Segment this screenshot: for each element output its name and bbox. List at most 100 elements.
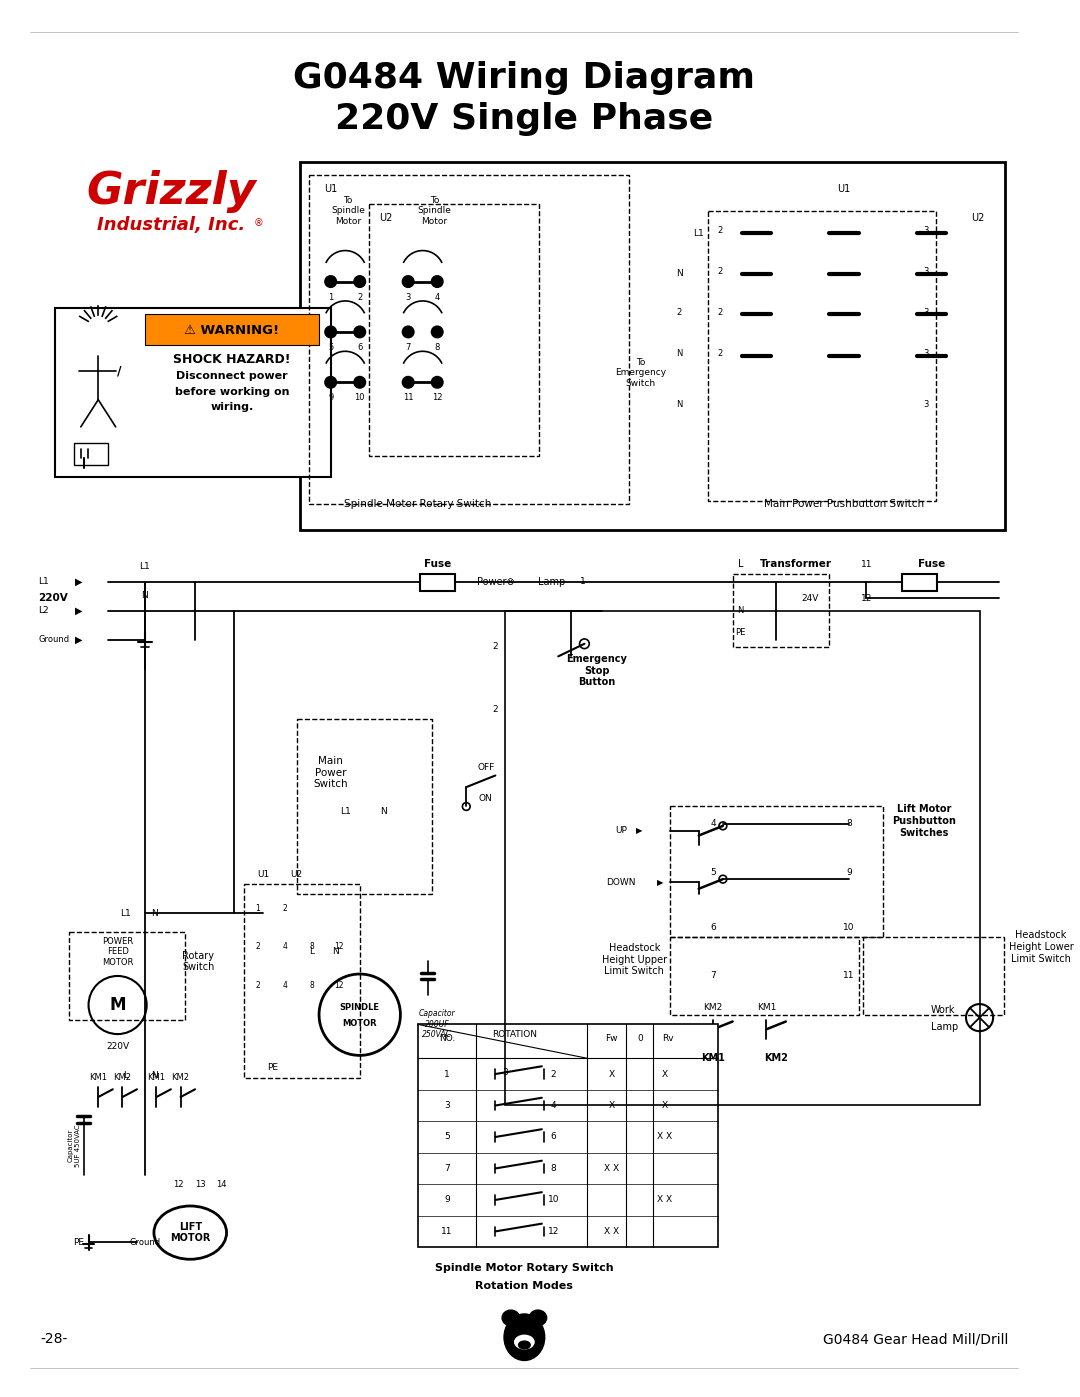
Text: L1: L1 — [139, 562, 150, 571]
Text: ▶: ▶ — [76, 606, 82, 616]
Text: Lamp: Lamp — [931, 1023, 958, 1032]
Text: 24V: 24V — [801, 594, 819, 602]
Text: Disconnect power: Disconnect power — [176, 372, 287, 381]
Text: N: N — [676, 349, 683, 358]
Text: 3: 3 — [502, 1069, 508, 1077]
Text: 14: 14 — [216, 1179, 227, 1189]
Text: -28-: -28- — [40, 1333, 68, 1347]
Text: SHOCK HAZARD!: SHOCK HAZARD! — [173, 352, 291, 366]
Text: KM2: KM2 — [765, 1053, 788, 1063]
Text: 6: 6 — [551, 1133, 556, 1141]
Text: M: M — [109, 996, 126, 1014]
Text: ⚠ WARNING!: ⚠ WARNING! — [185, 324, 280, 337]
Text: 10: 10 — [843, 923, 854, 932]
Circle shape — [403, 275, 414, 288]
Ellipse shape — [504, 1315, 544, 1361]
Text: 9: 9 — [846, 868, 852, 877]
Bar — [243, 884, 360, 1077]
Text: 1: 1 — [444, 1070, 449, 1078]
Text: 10: 10 — [354, 394, 365, 402]
Text: KM2: KM2 — [703, 1003, 723, 1013]
Text: L1: L1 — [340, 807, 351, 816]
Text: KM1: KM1 — [757, 1003, 777, 1013]
Text: 2: 2 — [256, 943, 260, 951]
Text: 2: 2 — [357, 292, 363, 302]
Text: Transformer: Transformer — [759, 559, 832, 570]
Text: PE: PE — [267, 1063, 278, 1073]
Bar — [902, 574, 937, 591]
Bar — [299, 162, 1004, 531]
Text: L: L — [123, 1071, 127, 1080]
Text: 12: 12 — [174, 1179, 184, 1189]
Bar — [505, 610, 980, 1105]
Text: To
Emergency
Switch: To Emergency Switch — [615, 358, 666, 387]
Text: ▶: ▶ — [76, 577, 82, 587]
Text: Main
Power
Switch: Main Power Switch — [313, 756, 348, 789]
Bar — [670, 937, 859, 1014]
Text: 12: 12 — [548, 1227, 559, 1236]
Circle shape — [325, 275, 337, 288]
Circle shape — [354, 326, 365, 338]
Text: To
Spindle
Motor: To Spindle Motor — [417, 196, 451, 226]
Text: Lift Motor
Pushbutton
Switches: Lift Motor Pushbutton Switches — [892, 805, 956, 838]
Circle shape — [403, 376, 414, 388]
Text: Spindle Motor Rotary Switch: Spindle Motor Rotary Switch — [435, 1263, 613, 1274]
Text: 11: 11 — [441, 1227, 453, 1236]
Text: POWER
FEED
MOTOR: POWER FEED MOTOR — [102, 937, 133, 967]
Bar — [75, 443, 108, 465]
Text: X: X — [662, 1101, 667, 1111]
Text: Capacitor
5UF 450VAC: Capacitor 5UF 450VAC — [68, 1125, 81, 1166]
Text: 2: 2 — [283, 904, 287, 912]
Text: 4: 4 — [711, 820, 716, 828]
Text: 12: 12 — [432, 394, 443, 402]
Text: Work: Work — [931, 1004, 956, 1014]
Text: 9: 9 — [328, 394, 334, 402]
Text: ON: ON — [478, 795, 492, 803]
Text: ▶: ▶ — [636, 826, 643, 835]
Text: wiring.: wiring. — [211, 402, 254, 412]
Text: KM2: KM2 — [172, 1073, 190, 1083]
Text: OFF: OFF — [477, 763, 495, 773]
Text: N: N — [141, 591, 148, 599]
Text: ROTATION: ROTATION — [492, 1030, 537, 1038]
Text: 6: 6 — [711, 923, 716, 932]
Text: 12: 12 — [861, 594, 872, 602]
Text: 2: 2 — [717, 349, 723, 358]
Bar — [309, 175, 629, 504]
Text: 11: 11 — [861, 560, 872, 569]
Text: X X: X X — [658, 1196, 673, 1204]
Text: 6: 6 — [357, 342, 363, 352]
Text: N: N — [380, 807, 388, 816]
Text: Lamp: Lamp — [538, 577, 565, 587]
Text: Emergency
Stop
Button: Emergency Stop Button — [567, 654, 627, 687]
Bar — [732, 574, 829, 647]
Text: Power⊗: Power⊗ — [476, 577, 514, 587]
Text: Spindle Motor Rotary Switch: Spindle Motor Rotary Switch — [345, 499, 491, 510]
Text: 2: 2 — [717, 267, 723, 277]
Text: Ground: Ground — [38, 636, 69, 644]
Ellipse shape — [502, 1310, 519, 1326]
Text: 3: 3 — [923, 400, 929, 409]
Text: 2: 2 — [717, 226, 723, 235]
Circle shape — [431, 275, 443, 288]
Bar — [145, 314, 319, 345]
Text: 3: 3 — [405, 292, 410, 302]
Text: Fuse: Fuse — [918, 559, 945, 570]
Text: 0: 0 — [637, 1034, 644, 1044]
Text: 12: 12 — [335, 943, 345, 951]
Text: N: N — [676, 270, 683, 278]
Text: ®: ® — [253, 218, 262, 229]
Text: KM1: KM1 — [147, 1073, 165, 1083]
Text: Main Power Pushbutton Switch: Main Power Pushbutton Switch — [764, 499, 924, 510]
Text: X X: X X — [604, 1164, 619, 1173]
Text: 4: 4 — [283, 981, 287, 990]
Text: L: L — [309, 947, 314, 957]
Text: Rotary
Switch: Rotary Switch — [183, 950, 215, 972]
Text: 10: 10 — [548, 1196, 559, 1204]
Text: 1: 1 — [256, 904, 260, 912]
Text: 5: 5 — [328, 342, 334, 352]
Text: U1: U1 — [257, 870, 269, 879]
Bar — [297, 719, 432, 894]
Text: 2: 2 — [492, 705, 498, 714]
Circle shape — [403, 326, 414, 338]
